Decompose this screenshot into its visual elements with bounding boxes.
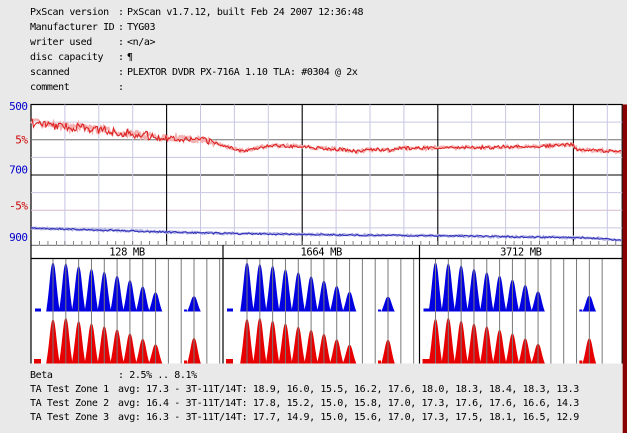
header-label: disc capacity xyxy=(30,52,104,63)
section-label-band: 128 MB 1664 MB 3712 MB xyxy=(31,245,623,259)
svg-text:128 MB: 128 MB xyxy=(109,247,145,259)
summary-value: avg: 17.3 - 3T-11T/14T: 18.9, 16.0, 15.5… xyxy=(118,384,579,395)
summary-label: TA Test Zone 3 xyxy=(30,412,109,423)
ta-histogram-panel-3 xyxy=(422,258,603,364)
header-separator: : xyxy=(118,82,124,93)
beta-summary-row: Beta : 2.5% .. 8.1% xyxy=(30,370,579,384)
scan-header: PxScan version: PxScan v1.7.12, built Feb… xyxy=(30,7,363,97)
header-row: disc capacity: ¶ xyxy=(30,52,363,67)
header-value: PLEXTOR DVDR PX-716A 1.10 TLA: #0304 @ 2… xyxy=(127,67,358,78)
svg-text:900: 900 xyxy=(9,231,27,244)
header-label: writer used xyxy=(30,37,92,48)
header-separator: : xyxy=(118,7,124,18)
header-row: comment: xyxy=(30,82,363,97)
svg-text:-5%: -5% xyxy=(9,200,28,213)
summary-value: avg: 16.3 - 3T-11T/14T: 17.7, 14.9, 15.0… xyxy=(118,412,579,423)
ta-histogram-panel-2 xyxy=(226,258,415,364)
summary-value: avg: 16.4 - 3T-11T/14T: 17.8, 15.2, 15.0… xyxy=(118,398,579,409)
svg-text:700: 700 xyxy=(9,164,27,177)
header-label: comment xyxy=(30,82,70,93)
histogram-borders xyxy=(30,245,623,364)
main-chart-minor-ticks xyxy=(39,241,617,246)
header-separator: : xyxy=(118,22,124,33)
header-value: ¶ xyxy=(127,52,133,63)
header-value: TYG03 xyxy=(127,22,156,33)
scan-summary: Beta : 2.5% .. 8.1% TA Test Zone 1 avg: 17… xyxy=(30,370,579,426)
summary-value: : 2.5% .. 8.1% xyxy=(118,370,197,381)
header-separator: : xyxy=(118,37,124,48)
y-axis-labels: 500 5% 700 -5% 900 xyxy=(9,100,29,244)
ta-zone2-row: TA Test Zone 2 avg: 16.4 - 3T-11T/14T: 17… xyxy=(30,398,579,412)
summary-label: TA Test Zone 2 xyxy=(30,398,109,409)
header-label: Manufacturer ID xyxy=(30,22,115,33)
svg-text:3712 MB: 3712 MB xyxy=(500,247,542,259)
summary-label: TA Test Zone 1 xyxy=(30,384,109,395)
header-row: writer used: <n/a> xyxy=(30,37,363,52)
pi-sum-trace xyxy=(30,226,622,241)
ta-zone3-row: TA Test Zone 3 avg: 16.3 - 3T-11T/14T: 17… xyxy=(30,412,579,426)
header-value: PxScan v1.7.12, built Feb 24 2007 12:36:… xyxy=(127,7,364,18)
svg-text:1664 MB: 1664 MB xyxy=(301,247,343,259)
window-right-border xyxy=(622,104,627,433)
header-value: <n/a> xyxy=(127,37,156,48)
svg-text:500: 500 xyxy=(9,100,27,113)
header-label: PxScan version xyxy=(30,7,109,18)
header-row: Manufacturer ID: TYG03 xyxy=(30,22,363,37)
svg-text:5%: 5% xyxy=(15,134,28,147)
header-separator: : xyxy=(118,52,124,63)
header-label: scanned xyxy=(30,67,70,78)
summary-label: Beta xyxy=(30,370,53,381)
ta-histogram-panel-1 xyxy=(34,258,221,364)
beta-trace xyxy=(30,118,622,155)
header-row: PxScan version: PxScan v1.7.12, built Feb… xyxy=(30,7,363,22)
main-chart-hgrid xyxy=(31,121,623,229)
header-separator: : xyxy=(118,67,124,78)
header-row: scanned: PLEXTOR DVDR PX-716A 1.10 TLA: #… xyxy=(30,67,363,82)
ta-zone1-row: TA Test Zone 1 avg: 17.3 - 3T-11T/14T: 18… xyxy=(30,384,579,398)
